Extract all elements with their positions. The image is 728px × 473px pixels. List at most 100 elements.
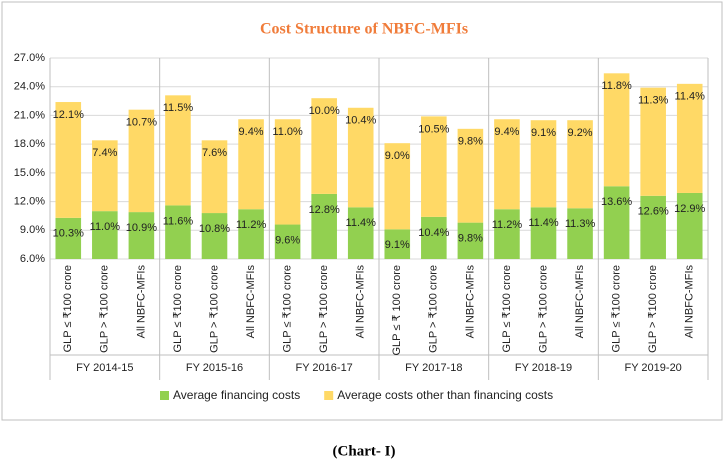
data-label: 10.4%: [345, 115, 376, 127]
y-tick-label: 27.0%: [14, 52, 45, 64]
bar-segment: [92, 140, 118, 212]
data-label: 10.9%: [126, 222, 157, 234]
bar-segment: [640, 87, 666, 196]
data-label: 9.2%: [568, 127, 593, 139]
data-label: 9.1%: [385, 239, 410, 251]
data-label: 11.2%: [492, 219, 523, 231]
data-label: 9.8%: [458, 136, 483, 148]
data-label: 9.4%: [494, 126, 519, 138]
bar-segment: [55, 217, 82, 259]
group-label: FY 2016-17: [296, 362, 353, 374]
data-label: 11.8%: [601, 80, 632, 92]
x-tick-label: GLP ≤ ₹100 crore: [62, 265, 74, 352]
bar-segment: [92, 211, 118, 259]
bar-segment: [494, 209, 520, 259]
bar-segment: [311, 193, 337, 259]
x-tick-label: GLP > ₹100 crore: [208, 265, 220, 353]
data-label: 11.0%: [90, 221, 121, 233]
bar-segment: [128, 109, 155, 213]
x-tick-label: GLP > ₹100 crore: [647, 265, 659, 353]
x-tick-label: GLP > ₹100 crore: [99, 265, 111, 353]
chart-caption: (Chart- I): [333, 443, 396, 459]
data-label: 11.3%: [565, 218, 596, 230]
bar-segment: [603, 73, 630, 187]
data-label: 10.0%: [309, 105, 340, 117]
chart-title: Cost Structure of NBFC-MFIs: [260, 21, 468, 38]
bar-segment: [165, 205, 191, 259]
y-tick-label: 18.0%: [14, 138, 45, 150]
data-label: 9.1%: [531, 127, 556, 139]
bar-segment: [530, 207, 557, 259]
bar-segment: [347, 107, 374, 208]
data-label: 12.1%: [53, 109, 84, 121]
x-tick-label: GLP ≤ ₹100 crore: [282, 265, 294, 352]
bar-segment: [128, 212, 155, 259]
group-label: FY 2019-20: [625, 362, 682, 374]
data-label: 11.4%: [346, 217, 377, 229]
bar-segment: [676, 83, 703, 193]
x-tick-label: GLP > ₹100 crore: [537, 265, 549, 353]
data-label: 11.4%: [675, 91, 706, 103]
bar-segment: [274, 224, 301, 259]
legend-label: Average costs other than financing costs: [337, 388, 553, 402]
x-tick-label: GLP > ₹100 crore: [318, 265, 330, 353]
data-label: 11.6%: [163, 215, 194, 227]
bar-segment: [201, 213, 228, 259]
bar-segment: [55, 102, 82, 218]
bar-segment: [421, 216, 447, 259]
bar-segment: [311, 98, 337, 194]
x-tick-label: All NBFC-MFIs: [245, 265, 257, 339]
group-label: FY 2015-16: [186, 362, 243, 374]
x-tick-label: All NBFC-MFIs: [464, 265, 476, 339]
data-label: 9.0%: [385, 150, 410, 162]
data-label: 12.8%: [309, 204, 340, 216]
bar-segment: [238, 209, 264, 259]
x-tick-label: GLP ≤ ₹ 100 crore: [391, 265, 403, 356]
bar-segment: [238, 119, 264, 210]
data-label: 11.2%: [236, 219, 267, 231]
y-tick-label: 12.0%: [14, 195, 45, 207]
bar-segment: [347, 207, 374, 259]
bar-segment: [201, 140, 228, 214]
data-label: 10.4%: [418, 227, 449, 239]
x-tick-label: All NBFC-MFIs: [574, 265, 586, 339]
data-label: 7.6%: [202, 147, 227, 159]
group-label: FY 2018-19: [515, 362, 572, 374]
bar-segment: [676, 192, 703, 259]
y-tick-label: 24.0%: [14, 81, 45, 93]
bar-segment: [567, 208, 593, 259]
data-label: 11.4%: [528, 217, 559, 229]
bar-segment: [530, 120, 557, 208]
x-tick-label: All NBFC-MFIs: [135, 265, 147, 339]
data-label: 12.9%: [674, 203, 705, 215]
bar-segment: [384, 229, 411, 259]
bar-segment: [457, 128, 484, 223]
bar-segment: [457, 222, 484, 259]
x-tick-label: GLP > ₹100 crore: [428, 265, 440, 353]
y-tick-label: 15.0%: [14, 167, 45, 179]
bar-segment: [421, 116, 447, 217]
data-label: 9.8%: [458, 233, 483, 245]
legend-label: Average financing costs: [173, 388, 300, 402]
data-label: 10.3%: [53, 228, 84, 240]
data-label: 11.0%: [272, 126, 303, 138]
bar-segment: [384, 143, 411, 230]
x-tick-label: GLP ≤ ₹100 crore: [611, 265, 623, 352]
bar-segment: [603, 186, 630, 259]
data-label: 13.6%: [601, 196, 632, 208]
bar-segment: [567, 120, 593, 209]
x-tick-label: All NBFC-MFIs: [355, 265, 367, 339]
data-label: 12.6%: [638, 206, 669, 218]
x-tick-label: GLP ≤ ₹100 crore: [501, 265, 513, 352]
y-tick-label: 21.0%: [14, 109, 45, 121]
data-label: 10.8%: [199, 223, 230, 235]
data-label: 9.4%: [239, 126, 264, 138]
data-label: 7.4%: [92, 147, 117, 159]
legend-swatch: [160, 391, 169, 400]
legend-swatch: [324, 391, 334, 400]
data-label: 10.5%: [418, 123, 449, 135]
data-label: 9.6%: [275, 234, 300, 246]
data-label: 10.7%: [126, 117, 157, 129]
data-label: 11.5%: [163, 102, 194, 114]
